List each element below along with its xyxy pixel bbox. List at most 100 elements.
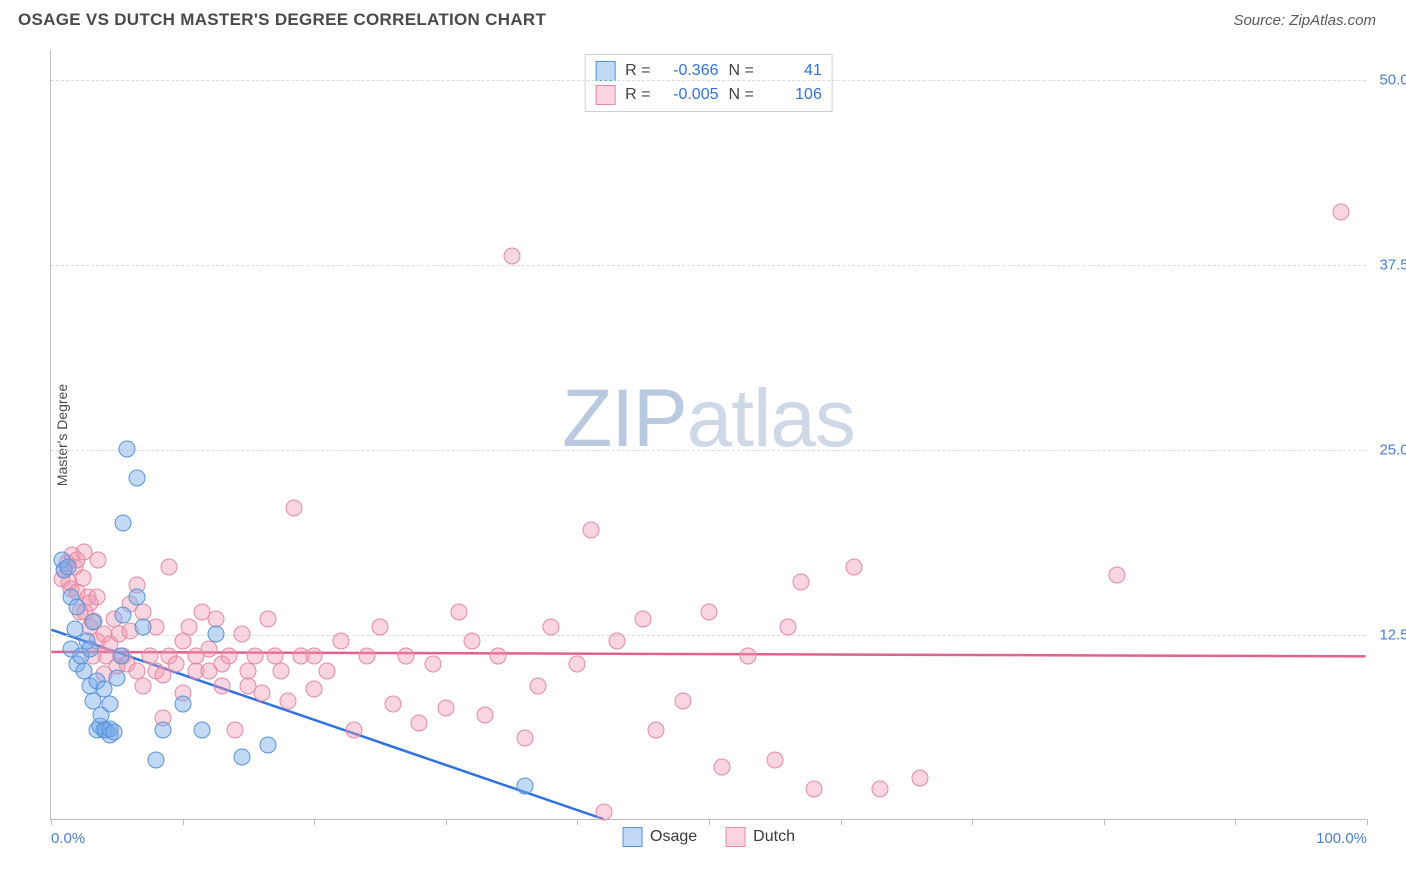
y-tick-label: 25.0% xyxy=(1379,441,1406,458)
osage-point xyxy=(194,722,211,739)
legend-label: Osage xyxy=(650,828,697,846)
osage-point xyxy=(85,614,102,631)
dutch-point xyxy=(845,559,862,576)
dutch-point xyxy=(253,685,270,702)
dutch-swatch-icon xyxy=(595,85,615,105)
x-tick xyxy=(314,819,315,825)
dutch-point xyxy=(398,648,415,665)
dutch-point xyxy=(332,633,349,650)
dutch-point xyxy=(279,692,296,709)
osage-point xyxy=(260,736,277,753)
dutch-point xyxy=(779,618,796,635)
y-tick-label: 12.5% xyxy=(1379,626,1406,643)
n-label: N = xyxy=(729,83,754,107)
dutch-point xyxy=(306,648,323,665)
osage-point xyxy=(516,778,533,795)
dutch-point xyxy=(1108,566,1125,583)
dutch-point xyxy=(227,722,244,739)
x-tick xyxy=(446,819,447,825)
dutch-point xyxy=(319,662,336,679)
osage-point xyxy=(128,470,145,487)
x-tick xyxy=(183,819,184,825)
correlation-stats-box: R = -0.366 N = 41 R = -0.005 N = 106 xyxy=(584,54,833,112)
dutch-point xyxy=(200,640,217,657)
osage-swatch-icon xyxy=(595,61,615,81)
dutch-point xyxy=(306,680,323,697)
dutch-point xyxy=(273,662,290,679)
dutch-point xyxy=(464,633,481,650)
chart-header: OSAGE VS DUTCH MASTER'S DEGREE CORRELATI… xyxy=(0,0,1406,36)
dutch-point xyxy=(233,625,250,642)
dutch-point xyxy=(740,648,757,665)
osage-point xyxy=(148,751,165,768)
dutch-point xyxy=(424,655,441,672)
x-tick xyxy=(1235,819,1236,825)
dutch-point xyxy=(806,781,823,798)
dutch-point xyxy=(89,588,106,605)
r-label: R = xyxy=(625,83,650,107)
y-tick-label: 50.0% xyxy=(1379,71,1406,88)
dutch-point xyxy=(385,695,402,712)
osage-point xyxy=(115,606,132,623)
legend-item-osage: Osage xyxy=(622,827,697,847)
dutch-point xyxy=(872,781,889,798)
x-tick-label: 100.0% xyxy=(1316,830,1367,847)
stats-row-dutch: R = -0.005 N = 106 xyxy=(595,83,822,107)
dutch-point xyxy=(1332,203,1349,220)
dutch-point xyxy=(766,751,783,768)
dutch-point xyxy=(214,677,231,694)
dutch-point xyxy=(569,655,586,672)
dutch-point xyxy=(911,769,928,786)
osage-point xyxy=(174,695,191,712)
osage-point xyxy=(108,670,125,687)
y-tick-label: 37.5% xyxy=(1379,256,1406,273)
dutch-point xyxy=(181,618,198,635)
gridline-h xyxy=(51,80,1366,81)
dutch-point xyxy=(701,603,718,620)
dutch-swatch-icon xyxy=(725,827,745,847)
osage-swatch-icon xyxy=(622,827,642,847)
dutch-point xyxy=(595,803,612,820)
osage-point xyxy=(207,625,224,642)
trendlines-svg xyxy=(51,50,1366,819)
dutch-point xyxy=(674,692,691,709)
dutch-point xyxy=(450,603,467,620)
gridline-h xyxy=(51,265,1366,266)
dutch-point xyxy=(516,729,533,746)
osage-point xyxy=(102,695,119,712)
dutch-point xyxy=(372,618,389,635)
x-axis-legend: Osage Dutch xyxy=(622,827,795,847)
dutch-point xyxy=(437,699,454,716)
legend-label: Dutch xyxy=(753,828,795,846)
x-tick xyxy=(577,819,578,825)
legend-item-dutch: Dutch xyxy=(725,827,795,847)
dutch-point xyxy=(168,655,185,672)
osage-point xyxy=(69,599,86,616)
x-tick-label: 0.0% xyxy=(51,830,85,847)
osage-point xyxy=(112,648,129,665)
x-tick xyxy=(51,819,52,825)
dutch-point xyxy=(90,551,107,568)
dutch-point xyxy=(246,648,263,665)
x-tick xyxy=(709,819,710,825)
dutch-point xyxy=(543,618,560,635)
dutch-point xyxy=(411,714,428,731)
dutch-point xyxy=(286,500,303,517)
x-tick xyxy=(1104,819,1105,825)
x-tick xyxy=(972,819,973,825)
osage-point xyxy=(119,440,136,457)
y-axis-label: Master's Degree xyxy=(54,383,70,485)
dutch-point xyxy=(714,759,731,776)
osage-point xyxy=(135,618,152,635)
osage-point xyxy=(60,559,77,576)
x-tick xyxy=(841,819,842,825)
dutch-point xyxy=(174,633,191,650)
dutch-point xyxy=(793,574,810,591)
dutch-point xyxy=(345,722,362,739)
scatter-chart: Master's Degree ZIPatlas R = -0.366 N = … xyxy=(50,50,1366,820)
dutch-point xyxy=(260,611,277,628)
chart-source: Source: ZipAtlas.com xyxy=(1233,12,1376,29)
dutch-point xyxy=(358,648,375,665)
dutch-point xyxy=(635,611,652,628)
dutch-point xyxy=(648,722,665,739)
